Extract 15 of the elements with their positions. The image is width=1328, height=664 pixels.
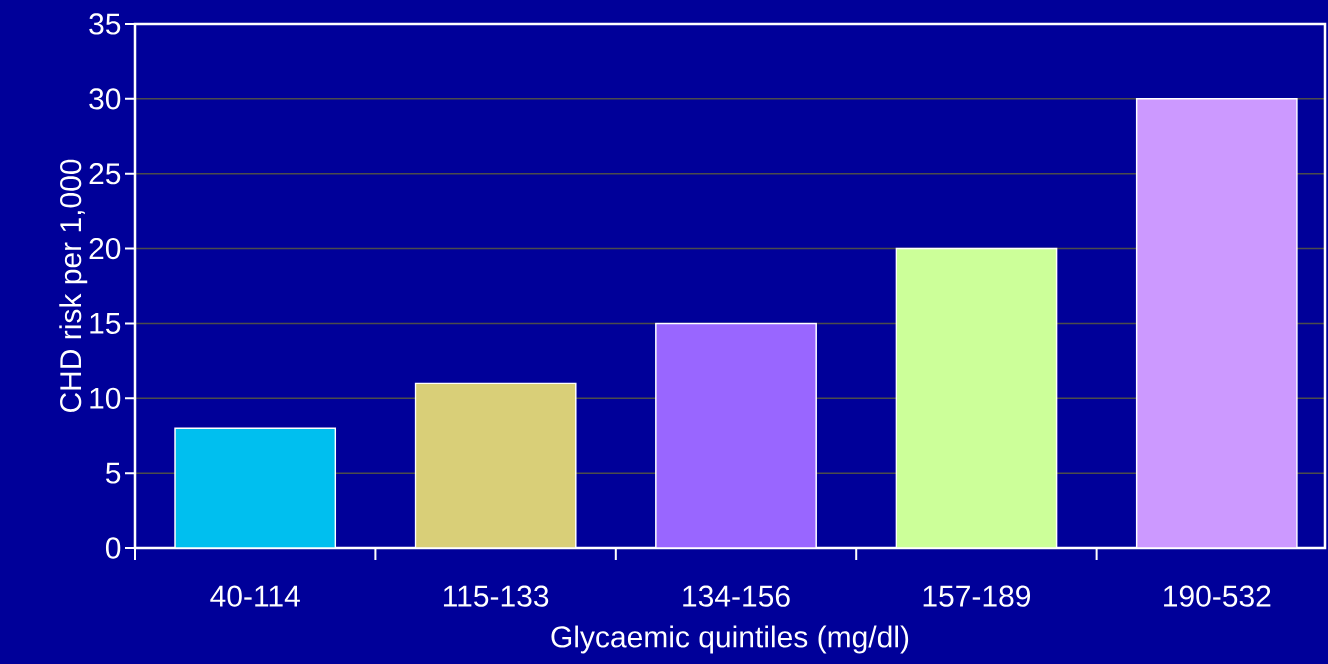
y-tick-label: 35 <box>89 13 121 35</box>
y-tick-label: 0 <box>105 537 121 559</box>
x-tick-label: 157-189 <box>923 585 1031 607</box>
y-tick-label: 10 <box>90 387 121 409</box>
x-tick-label: 190-532 <box>1164 585 1271 607</box>
x-axis-title: Glycaemic quintiles (mg/dl) <box>551 625 909 654</box>
y-tick-label: 20 <box>89 237 121 260</box>
y-tick-label: 5 <box>105 462 121 484</box>
y-axis-title: CHD risk per 1,000 <box>59 159 88 413</box>
x-tick-label: 134-156 <box>683 585 790 607</box>
y-tick-label: 25 <box>89 163 121 185</box>
x-tick-label: 40-114 <box>210 585 300 607</box>
y-tick-label: 15 <box>90 312 121 334</box>
y-tick-label: 30 <box>89 88 121 110</box>
x-tick-label: 115-133 <box>443 585 549 607</box>
